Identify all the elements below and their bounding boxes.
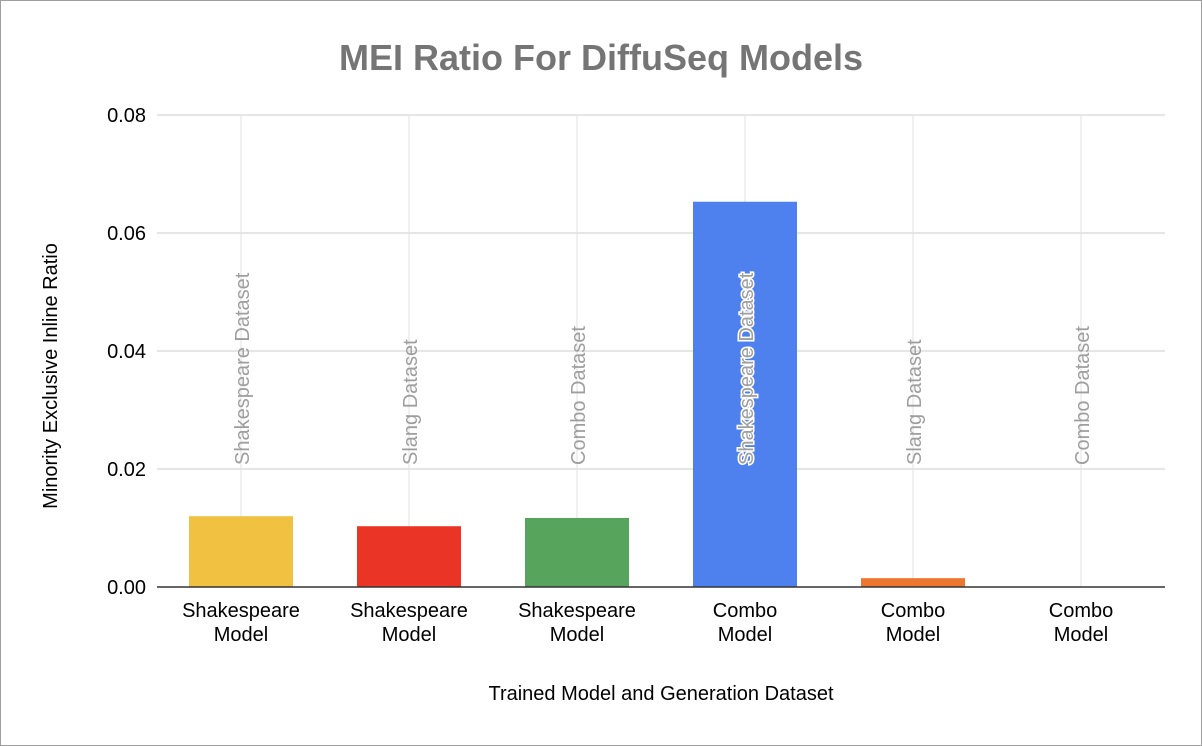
bar <box>861 578 965 587</box>
x-category-label: Combo <box>1049 600 1113 622</box>
y-tick-label: 0.06 <box>107 223 146 245</box>
bar <box>693 201 797 588</box>
chart-title: MEI Ratio For DiffuSeq Models <box>339 37 863 78</box>
y-tick-label: 0.02 <box>107 459 146 481</box>
bars <box>189 201 965 588</box>
x-category-label: Model <box>550 624 604 646</box>
gridlines <box>157 114 1165 587</box>
y-tick-label: 0.04 <box>107 341 146 363</box>
x-category-label: Combo <box>713 600 777 622</box>
bar <box>189 516 293 587</box>
x-category-label: Model <box>886 624 940 646</box>
x-category-label: Model <box>1054 624 1108 646</box>
bar-data-label: Combo Dataset <box>1072 326 1094 465</box>
x-category-label: Shakespeare <box>350 600 468 622</box>
x-category-label: Model <box>718 624 772 646</box>
y-axis-label: Minority Exclusive Inline Ratio <box>40 243 62 509</box>
bar-data-labels: Shakespeare Dataset Slang Dataset Combo Da… <box>232 271 1094 467</box>
y-tick-label: 0.00 <box>107 577 146 599</box>
x-category-label: Shakespeare <box>518 600 636 622</box>
y-axis-ticks: 0.00 0.02 0.04 0.06 0.08 <box>107 105 146 599</box>
bar-data-label: Shakespeare Dataset <box>232 272 254 465</box>
y-tick-label: 0.08 <box>107 105 146 127</box>
bar-data-label: Shakespeare Dataset <box>736 272 758 465</box>
x-category-label: Shakespeare <box>182 600 300 622</box>
x-category-label: Model <box>382 624 436 646</box>
x-category-label: Model <box>214 624 268 646</box>
x-axis-label: Trained Model and Generation Dataset <box>488 683 833 705</box>
bar <box>525 517 629 587</box>
x-axis-categories: ShakespeareModelShakespeareModelShakespe… <box>182 600 1113 646</box>
bar-data-label: Slang Dataset <box>400 339 422 465</box>
bar <box>357 526 461 587</box>
x-category-label: Combo <box>881 600 945 622</box>
bar-data-label: Combo Dataset <box>568 326 590 465</box>
bar-data-label: Slang Dataset <box>904 339 926 465</box>
